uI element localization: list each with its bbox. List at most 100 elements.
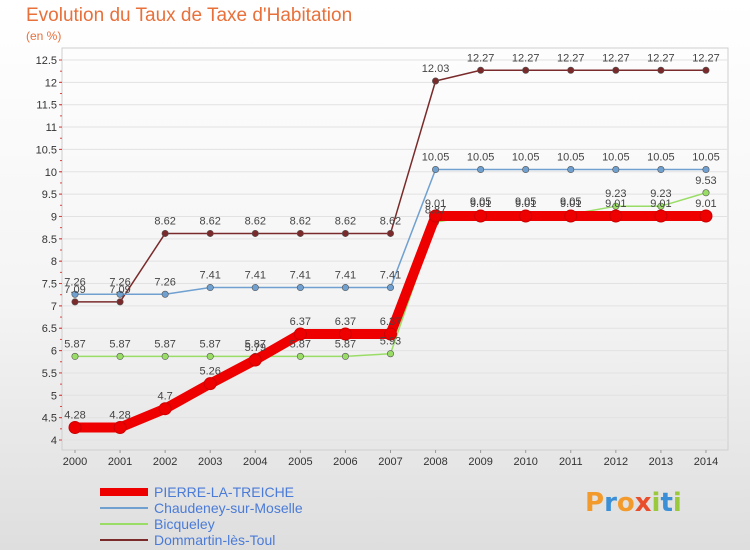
data-label: 7.41 [245,270,266,282]
data-label: 10.05 [602,152,630,164]
data-label: 12.27 [557,52,585,64]
x-tick-label: 2006 [333,456,357,468]
data-point [654,209,668,223]
data-label: 12.27 [512,52,540,64]
y-tick-label: 5.5 [42,368,57,380]
data-label: 5.93 [380,336,401,348]
data-point [522,66,530,74]
data-label: 7.09 [64,284,85,296]
data-label: 10.05 [422,152,450,164]
data-point [474,209,488,223]
data-label: 7.41 [199,270,220,282]
x-tick-label: 2000 [63,456,87,468]
y-tick-label: 6.5 [42,323,57,335]
data-label: 5.87 [109,338,130,350]
data-point [567,166,575,174]
x-tick-label: 2003 [198,456,222,468]
data-point [341,352,349,360]
data-point [477,166,485,174]
data-label: 5.87 [199,338,220,350]
plot-frame [61,47,729,451]
data-labels: 4.28 4.284.75.265.796.37 6.37 6.379.01 9.01 9… [64,52,719,421]
data-point [432,77,440,85]
y-tick-label: 10.5 [36,144,57,156]
data-label: 6.37 [380,316,401,328]
data-point [657,202,665,210]
data-label: 6.37 [290,316,311,328]
y-tick-label: 11 [46,122,57,134]
data-point [71,352,79,360]
data-label: 9.01 [425,198,446,210]
data-point [71,298,79,306]
data-label: 9.05 [560,196,581,208]
x-tick-label: 2005 [288,456,312,468]
data-point [203,377,217,391]
data-point [161,290,169,298]
data-point [206,284,214,292]
data-label: 8.62 [290,215,311,227]
data-label: 12.27 [467,52,495,64]
data-label: 5.87 [245,338,266,350]
data-label: 8.87 [425,204,446,216]
data-label: 5.87 [154,338,175,350]
data-point [206,352,214,360]
data-point [251,284,259,292]
data-point [71,290,79,298]
data-label: 12.27 [602,52,630,64]
data-point [113,420,127,434]
data-label: 10.05 [692,152,720,164]
data-label: 4.7 [157,391,172,403]
data-label: 10.05 [467,152,495,164]
y-tick-label: 9.5 [42,189,57,201]
data-point [161,229,169,237]
y-tick-label: 4 [51,435,57,447]
data-label: 5.26 [199,366,220,378]
logo-letter: t [660,488,673,518]
data-label: 8.62 [380,215,401,227]
data-label: 9.05 [515,196,536,208]
data-label: 9.53 [695,175,716,187]
logo-letter: r [604,488,617,518]
data-label: 7.26 [154,276,175,288]
legend-swatch [100,539,148,541]
y-tick-label: 12 [45,77,57,89]
y-tick-label: 8.5 [42,234,57,246]
data-label: 7.41 [335,270,356,282]
data-point [386,229,394,237]
data-point [432,166,440,174]
legend-label: Chaudeney-sur-Moselle [154,500,303,516]
data-point [68,420,82,434]
data-point [296,352,304,360]
data-label: 8.62 [245,215,266,227]
data-point [296,229,304,237]
proxiti-logo: Proxiti [585,488,682,518]
data-label: 8.62 [199,215,220,227]
data-point [338,327,352,341]
data-point [702,166,710,174]
logo-letter: o [616,488,635,518]
x-tick-label: 2009 [468,456,492,468]
legend-item: Chaudeney-sur-Moselle [100,500,303,516]
y-tick-label: 11.5 [36,100,57,112]
axes: 4 4.5 5 5.5 6 6.5 7 7.5 8 8.5 9 9.5 10 10.5 11 11.5 12 12… [36,55,719,468]
legend-label: Bicqueley [154,516,215,532]
y-axis-unit: (en %) [26,29,62,43]
grid [61,47,729,451]
data-label: 7.41 [290,270,311,282]
legend-label: PIERRE-LA-TREICHE [154,484,295,500]
data-point [567,66,575,74]
logo-letter: P [585,488,605,518]
data-label: 5.87 [335,338,356,350]
data-point [702,189,710,197]
data-point [386,350,394,358]
data-label: 10.05 [557,152,585,164]
y-tick-label: 10 [45,167,57,179]
legend-swatch [100,507,148,509]
data-point [296,284,304,292]
data-point [702,66,710,74]
data-point [383,327,397,341]
data-label: 7.26 [64,276,85,288]
legend-label: Dommartin-lès-Toul [154,532,276,548]
data-point [657,66,665,74]
data-point [519,209,533,223]
